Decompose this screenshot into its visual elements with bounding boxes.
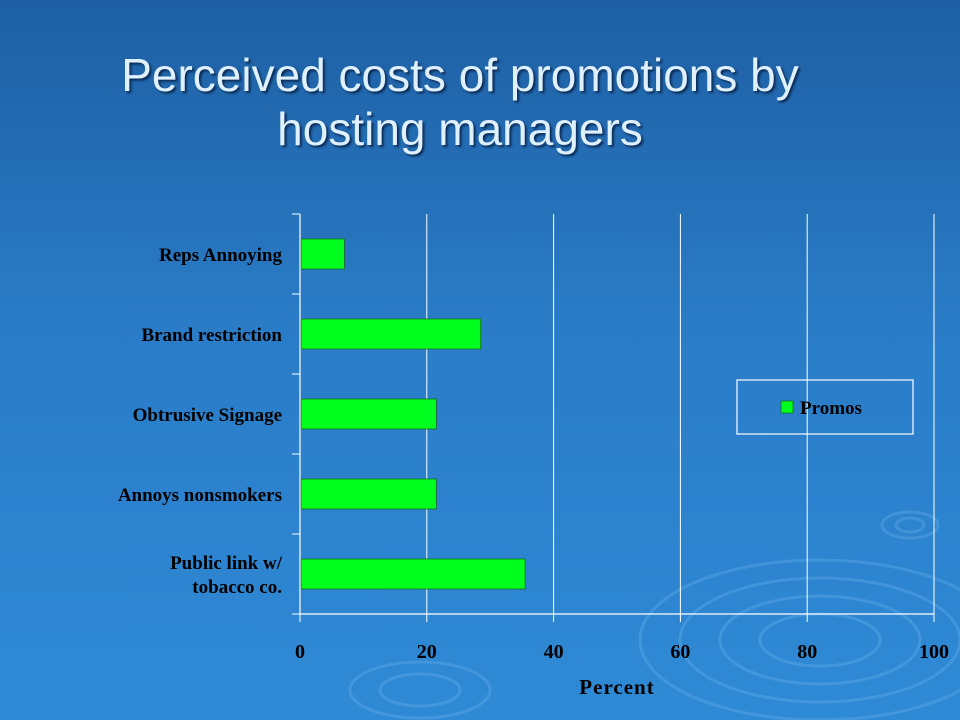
category-label-2: Obtrusive Signage bbox=[133, 405, 282, 426]
slide-title-line-2: hosting managers bbox=[277, 103, 643, 155]
x-tick-label: 0 bbox=[295, 641, 305, 663]
x-tick-label: 80 bbox=[797, 641, 817, 663]
legend-box bbox=[736, 379, 914, 435]
x-axis: 0 20 40 60 80 100 Percent bbox=[295, 613, 949, 699]
slide-title: Perceived costs of promotions by hosting… bbox=[40, 48, 880, 156]
legend: Promos bbox=[736, 379, 914, 435]
bar-4 bbox=[300, 558, 526, 590]
slide-title-line-1: Perceived costs of promotions by bbox=[121, 49, 799, 101]
category-label-4: Public link w/tobacco co. bbox=[170, 553, 283, 598]
bar-1 bbox=[300, 318, 482, 350]
y-axis: Reps Annoying Brand restriction Obtrusive … bbox=[118, 213, 301, 615]
legend-swatch bbox=[780, 400, 794, 414]
x-axis-label: Percent bbox=[579, 675, 654, 699]
category-label-3: Annoys nonsmokers bbox=[118, 485, 282, 506]
x-tick-label: 60 bbox=[670, 641, 690, 663]
category-label-line: Brand restriction bbox=[141, 325, 282, 346]
bars bbox=[300, 238, 526, 590]
category-label-line: Annoys nonsmokers bbox=[118, 485, 282, 506]
category-label-0: Reps Annoying bbox=[159, 245, 283, 266]
bar-0 bbox=[300, 238, 345, 270]
category-label-line: Public link w/ bbox=[170, 553, 283, 574]
bar-2 bbox=[300, 398, 437, 430]
x-tick-label: 20 bbox=[417, 641, 437, 663]
category-label-line: Obtrusive Signage bbox=[133, 405, 282, 426]
x-tick-label: 100 bbox=[919, 641, 949, 663]
category-label-line: tobacco co. bbox=[192, 577, 282, 598]
bar-3 bbox=[300, 478, 437, 510]
legend-label: Promos bbox=[800, 398, 862, 419]
category-label-1: Brand restriction bbox=[141, 325, 282, 346]
category-label-line: Reps Annoying bbox=[159, 245, 283, 266]
x-tick-label: 40 bbox=[544, 641, 564, 663]
